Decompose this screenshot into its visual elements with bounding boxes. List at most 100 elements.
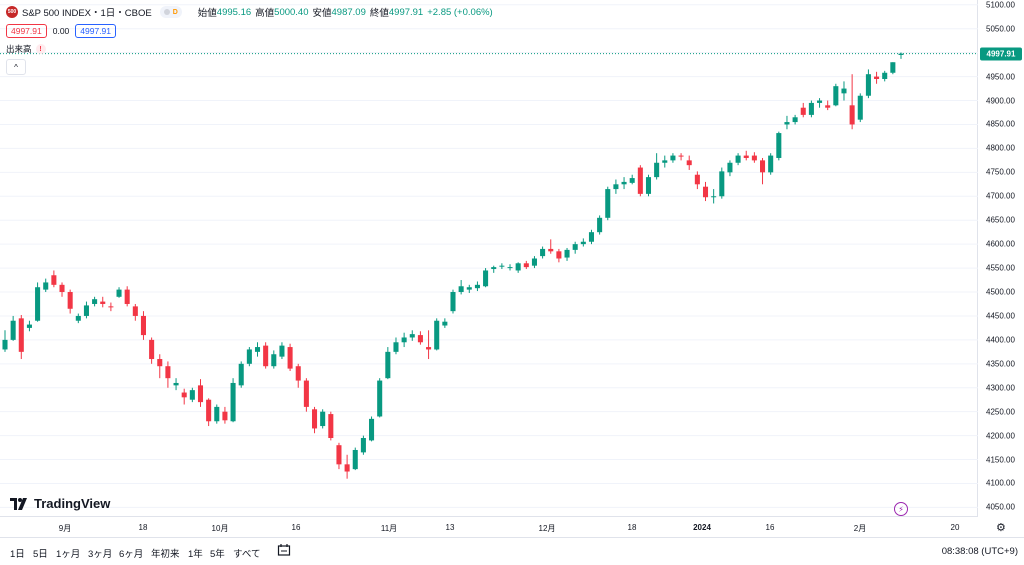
candle-body[interactable] [401,337,407,343]
candle-body[interactable] [507,267,513,269]
candle-body[interactable] [287,347,293,369]
candle-body[interactable] [132,306,138,316]
symbol-title[interactable]: S&P 500 INDEX・1日・CBOE [22,8,152,19]
candle-body[interactable] [548,248,554,252]
range-5d-button[interactable]: 5日 [33,549,48,560]
candle-body[interactable] [417,335,423,343]
candle-body[interactable] [59,284,65,293]
collapse-legend-button[interactable]: ^ [6,59,26,75]
candle-body[interactable] [654,162,660,178]
range-1d-button[interactable]: 1日 [10,549,25,560]
candle-body[interactable] [51,275,57,285]
candle-body[interactable] [857,95,863,120]
candle-body[interactable] [531,258,537,266]
candle-body[interactable] [841,88,847,94]
candle-body[interactable] [181,392,187,398]
candle-body[interactable] [776,133,782,158]
warning-icon[interactable]: ! [35,44,46,54]
range-ytd-button[interactable]: 年初来 [151,549,180,560]
chart-area[interactable] [0,0,978,517]
candle-body[interactable] [564,249,570,258]
candle-body[interactable] [760,160,766,173]
buy-price-box[interactable]: 4997.91 [75,24,117,38]
candle-body[interactable] [678,155,684,157]
candle-body[interactable] [645,177,652,194]
candle-body[interactable] [735,155,741,163]
candle-body[interactable] [686,160,692,166]
candle-body[interactable] [10,320,16,340]
candle-body[interactable] [474,284,480,289]
candle-body[interactable] [637,167,643,194]
candle-body[interactable] [108,306,114,308]
candle-body[interactable] [865,74,871,96]
candle-body[interactable] [629,178,635,183]
candle-body[interactable] [140,315,146,336]
sell-price-box[interactable]: 4997.91 [6,24,47,38]
candle-body[interactable] [825,105,831,108]
candle-body[interactable] [719,171,725,197]
candle-body[interactable] [613,184,619,190]
candle-body[interactable] [83,305,89,316]
candle-body[interactable] [458,286,464,293]
candle-body[interactable] [271,354,277,367]
candle-body[interactable] [100,301,106,304]
price-chart[interactable] [0,0,978,517]
candle-body[interactable] [792,117,798,123]
lightning-icon[interactable]: ⚡ [894,502,908,516]
candle-body[interactable] [35,287,41,321]
candle-body[interactable] [768,155,774,173]
candle-body[interactable] [328,414,334,439]
gear-icon[interactable]: ⚙ [996,522,1006,534]
candle-body[interactable] [849,105,855,125]
candle-body[interactable] [442,321,448,326]
candle-body[interactable] [75,315,81,321]
candle-body[interactable] [369,418,375,441]
candle-body[interactable] [483,270,489,287]
market-status-pill[interactable]: D [159,6,182,18]
candle-body[interactable] [165,366,171,379]
candle-body[interactable] [344,464,350,472]
candle-body[interactable] [206,399,212,422]
range-1y-button[interactable]: 1年 [188,549,203,560]
candle-body[interactable] [197,385,204,403]
candle-body[interactable] [540,248,546,257]
candle-body[interactable] [377,380,383,417]
candle-body[interactable] [214,406,220,422]
candle-body[interactable] [800,107,806,115]
candle-body[interactable] [336,445,342,465]
candle-body[interactable] [149,339,155,360]
candle-body[interactable] [605,189,611,218]
candle-body[interactable] [597,217,603,233]
candle-body[interactable] [898,53,904,55]
range-1m-button[interactable]: 1ヶ月 [56,549,81,560]
candle-body[interactable] [751,155,757,161]
candle-body[interactable] [352,449,358,470]
candle-body[interactable] [450,292,456,312]
candle-body[interactable] [18,318,24,352]
candle-body[interactable] [434,320,440,350]
candle-body[interactable] [26,324,32,328]
candle-body[interactable] [426,347,432,350]
candle-body[interactable] [572,244,578,250]
candle-body[interactable] [621,181,627,185]
candle-body[interactable] [124,289,130,304]
candle-body[interactable] [727,162,733,173]
candle-body[interactable] [588,232,594,242]
volume-label[interactable]: 出来高 [6,44,32,54]
candle-body[interactable] [222,411,228,421]
range-6m-button[interactable]: 6ヶ月 [119,549,144,560]
candle-body[interactable] [393,342,399,352]
candle-body[interactable] [295,366,301,381]
candle-body[interactable] [303,380,309,407]
candle-body[interactable] [882,72,888,79]
candle-body[interactable] [662,160,668,163]
candle-body[interactable] [230,382,236,422]
candle-body[interactable] [711,196,717,198]
calendar-range-icon[interactable] [277,543,291,557]
candle-body[interactable] [556,251,562,259]
candle-body[interactable] [2,339,8,350]
candle-body[interactable] [67,292,73,309]
candle-body[interactable] [833,86,839,106]
range-3m-button[interactable]: 3ヶ月 [88,549,113,560]
candle-body[interactable] [491,267,497,270]
